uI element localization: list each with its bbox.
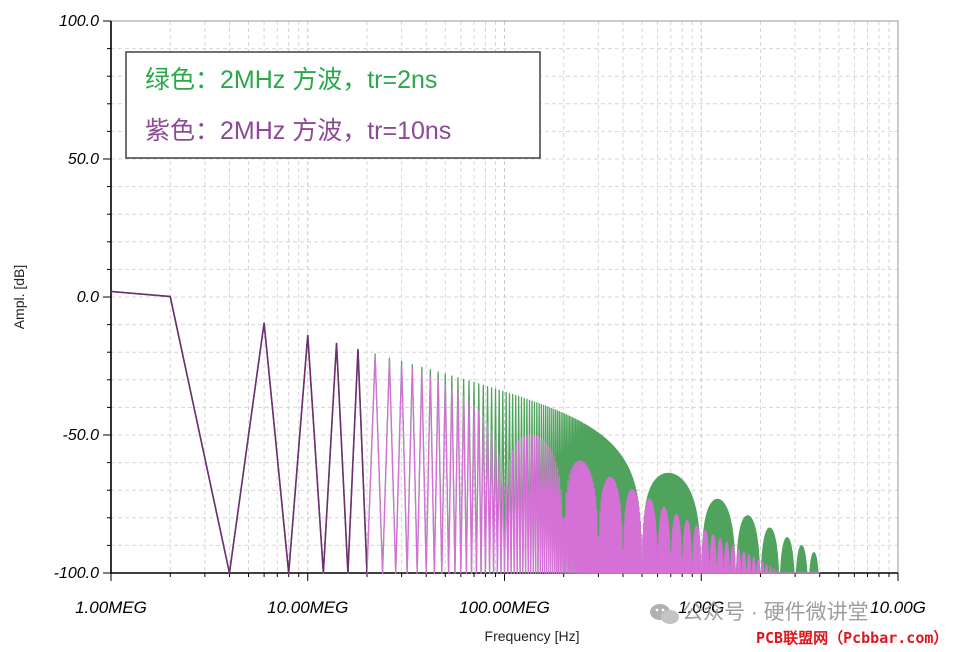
watermark-account: 公众号 · 硬件微讲堂 bbox=[682, 601, 869, 624]
wechat-icon bbox=[650, 604, 679, 624]
x-tick-label: 1.00MEG bbox=[75, 598, 147, 617]
y-tick-label: 0.0 bbox=[77, 289, 99, 306]
y-axis-title: Ampl. [dB] bbox=[11, 265, 27, 330]
series-layer bbox=[110, 290, 821, 574]
y-tick-label: 100.0 bbox=[59, 13, 99, 30]
x-tick-label: 100.00MEG bbox=[459, 598, 550, 617]
legend: 绿色：2MHz 方波，tr=2ns 紫色：2MHz 方波，tr=10ns bbox=[125, 51, 541, 159]
x-axis-title: Frequency [Hz] bbox=[485, 628, 580, 644]
x-tick-label: 10.00G bbox=[870, 598, 926, 617]
legend-entry-green: 绿色：2MHz 方波，tr=2ns bbox=[145, 66, 437, 94]
legend-box bbox=[125, 51, 541, 159]
watermark: 公众号 · 硬件微讲堂 PCB联盟网（Pcbbar.com） bbox=[650, 601, 948, 647]
watermark-site: PCB联盟网（Pcbbar.com） bbox=[756, 629, 948, 647]
series-line-magenta bbox=[110, 290, 821, 574]
x-tick-labels: 1.00MEG 10.00MEG 100.00MEG 1.00G 10.00G bbox=[75, 598, 926, 617]
y-tick-labels: 100.0 50.0 0.0 -50.0 -100.0 bbox=[54, 13, 99, 582]
y-tick-label: -100.0 bbox=[54, 565, 99, 582]
legend-entry-purple: 紫色：2MHz 方波，tr=10ns bbox=[145, 117, 451, 145]
x-tick-label: 10.00MEG bbox=[267, 598, 348, 617]
y-tick-label: -50.0 bbox=[63, 427, 100, 444]
y-tick-label: 50.0 bbox=[68, 151, 99, 168]
x-tick-label: 1.00G bbox=[678, 598, 724, 617]
